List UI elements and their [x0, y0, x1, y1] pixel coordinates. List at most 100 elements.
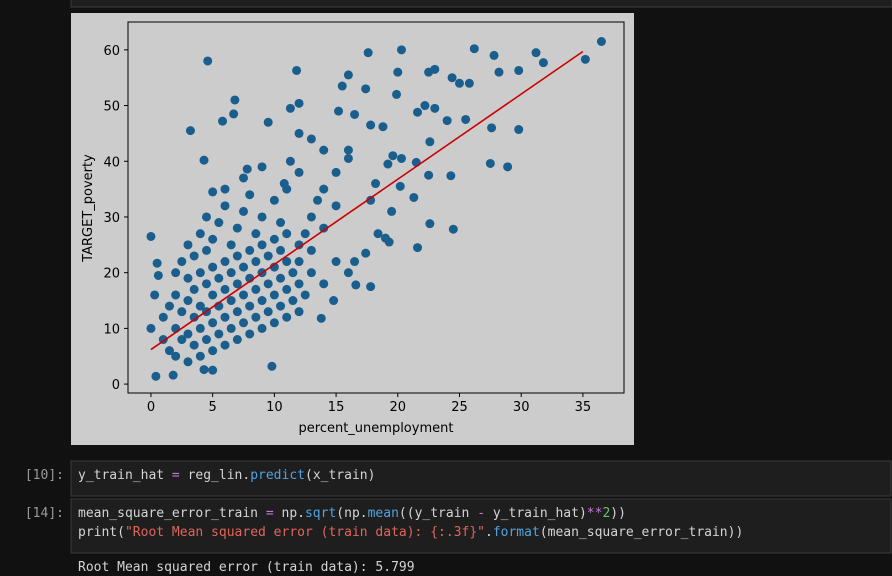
- scatter-point: [257, 240, 267, 250]
- scatter-point: [388, 151, 398, 161]
- code-token: -: [477, 506, 485, 521]
- scatter-point: [269, 195, 279, 205]
- scatter-point: [300, 229, 310, 239]
- scatter-point: [263, 279, 273, 289]
- scatter-point: [378, 122, 388, 132]
- x-tick-label: 30: [513, 400, 530, 415]
- scatter-point: [276, 218, 286, 228]
- scatter-point: [366, 120, 376, 130]
- code-token: mean: [368, 506, 399, 521]
- scatter-point: [251, 229, 261, 239]
- y-tick-label: 0: [112, 378, 120, 393]
- scatter-point: [208, 365, 218, 375]
- scatter-point: [242, 164, 252, 174]
- scatter-point: [294, 98, 304, 108]
- scatter-point: [420, 101, 430, 111]
- scatter-point: [239, 262, 249, 272]
- y-tick-label: 30: [103, 211, 120, 226]
- scatter-point: [220, 284, 230, 294]
- scatter-point: [485, 158, 495, 168]
- scatter-point: [285, 156, 295, 166]
- code-token: y_train_hat): [485, 506, 587, 521]
- scatter-point: [276, 245, 286, 255]
- code-token: mean_square_error_train: [78, 506, 266, 521]
- x-tick-label: 35: [575, 400, 592, 415]
- scatter-point: [282, 284, 292, 294]
- scatter-point: [245, 301, 255, 311]
- scatter-point: [395, 181, 405, 191]
- scatter-point: [424, 67, 434, 77]
- scatter-point: [214, 218, 224, 228]
- code-token: **: [587, 506, 603, 521]
- scatter-point: [195, 323, 205, 333]
- scatter-point: [361, 248, 371, 258]
- scatter-point: [239, 290, 249, 300]
- scatter-point: [294, 257, 304, 267]
- scatter-point: [425, 137, 435, 147]
- plot: 0 5 10 15 20 25 30 35 0 10 20 30 40 50 60: [103, 36, 606, 415]
- scatter-point: [387, 206, 397, 216]
- scatter-point: [245, 245, 255, 255]
- scatter-point: [294, 279, 304, 289]
- scatter-point: [350, 257, 360, 267]
- code-token: "Root Mean squared error (train data): {…: [125, 525, 485, 540]
- fit-line: [150, 50, 584, 351]
- code-token: sqrt: [305, 506, 336, 521]
- scatter-point: [503, 162, 513, 172]
- scatter-point: [361, 84, 371, 94]
- scatter-point: [319, 223, 329, 233]
- scatter-point: [195, 351, 205, 361]
- code-token: =: [266, 506, 274, 521]
- scatter-point: [269, 290, 279, 300]
- scatter-point: [146, 323, 156, 333]
- scatter-point: [446, 171, 456, 181]
- code-token: reg_lin.: [180, 468, 250, 483]
- scatter-point: [448, 224, 458, 234]
- scatter-point: [189, 312, 199, 322]
- scatter-point: [425, 219, 435, 229]
- code-token: format: [493, 525, 540, 540]
- scatter-point: [343, 153, 353, 163]
- scatter-point: [201, 212, 211, 222]
- x-tick-label: 10: [266, 400, 283, 415]
- scatter-point: [208, 318, 218, 328]
- scatter-point: [183, 357, 193, 367]
- scatter-point: [306, 212, 316, 222]
- scatter-point: [245, 329, 255, 339]
- scatter-point: [464, 78, 474, 88]
- scatter-point: [189, 340, 199, 350]
- scatter-point: [257, 212, 267, 222]
- scatter-point: [424, 170, 434, 180]
- scatter-point: [580, 54, 590, 64]
- scatter-point: [343, 268, 353, 278]
- scatter-point: [269, 262, 279, 272]
- scatter-point: [195, 268, 205, 278]
- y-tick-label: 60: [103, 44, 120, 59]
- scatter-point: [232, 335, 242, 345]
- scatter-point: [203, 56, 213, 66]
- scatter-point: [257, 323, 267, 333]
- scatter-point: [514, 125, 524, 135]
- scatter-point: [183, 296, 193, 306]
- scatter-point: [183, 273, 193, 283]
- y-tick-label: 50: [103, 100, 120, 115]
- axes-frame: [127, 21, 625, 394]
- scatter-point: [494, 67, 504, 77]
- scatter-point: [239, 173, 249, 183]
- scatter-point: [177, 307, 187, 317]
- scatter-point: [183, 329, 193, 339]
- scatter-point: [313, 195, 323, 205]
- scatter-point: [447, 73, 457, 83]
- scatter-point: [226, 323, 236, 333]
- scatter-point: [366, 195, 376, 205]
- scatter-point: [201, 279, 211, 289]
- scatter-point: [267, 361, 277, 371]
- figure: [71, 13, 634, 445]
- scatter-point: [393, 67, 403, 77]
- scatter-point: [306, 245, 316, 255]
- scatter-point: [232, 307, 242, 317]
- scatter-point: [220, 201, 230, 211]
- scatter-point: [201, 335, 211, 345]
- scatter-point: [409, 192, 419, 202]
